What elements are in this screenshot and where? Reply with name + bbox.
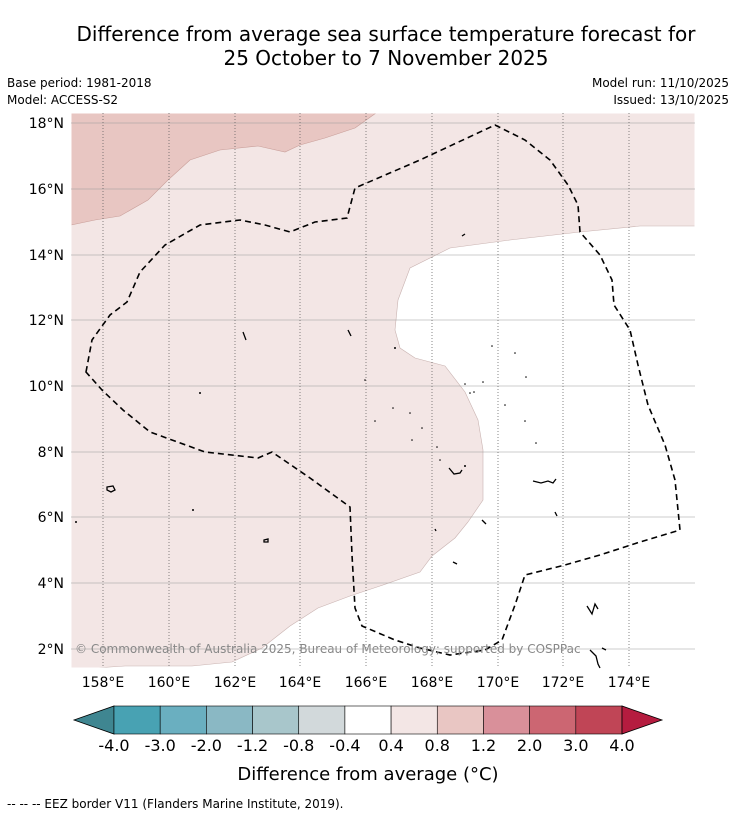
colorbar-tick-label: -0.8 — [283, 736, 314, 755]
eez-legend-footer: -- -- -- EEZ border V11 (Flanders Marine… — [7, 797, 344, 811]
map-title: Difference from average sea surface temp… — [0, 22, 736, 70]
map-frame — [70, 112, 696, 669]
islands — [106, 233, 607, 669]
colorbar-tick-label: -2.0 — [191, 736, 222, 755]
colorbar-segment — [159, 705, 207, 735]
colorbar-tick-label: 3.0 — [563, 736, 588, 755]
colorbar-tick-label: 4.0 — [609, 736, 634, 755]
anomaly-region-light — [70, 112, 696, 669]
title-line-1: Difference from average sea surface temp… — [76, 22, 696, 46]
lon-label: 160°E — [148, 675, 191, 691]
lat-label: 2°N — [38, 642, 64, 658]
lat-label: 12°N — [29, 313, 64, 329]
lat-label: 14°N — [29, 248, 64, 264]
colorbar-segment — [575, 705, 623, 735]
lat-label: 10°N — [29, 379, 64, 395]
lon-label: 172°E — [542, 675, 585, 691]
colorbar-tick-label: 1.2 — [471, 736, 496, 755]
base-period: Base period: 1981-2018 — [7, 76, 152, 90]
lat-label: 6°N — [38, 510, 64, 526]
lon-label: 162°E — [214, 675, 257, 691]
colorbar-title: Difference from average (°C) — [237, 764, 499, 785]
colorbar-tick-label: 0.4 — [378, 736, 403, 755]
colorbar-segment — [390, 705, 438, 735]
colorbar-segment — [529, 705, 577, 735]
lon-label: 168°E — [411, 675, 454, 691]
model-run: Model run: 11/10/2025 — [591, 76, 729, 90]
colorbar-segment — [483, 705, 530, 735]
colorbar-segment — [344, 705, 392, 735]
longitude-gridlines — [102, 113, 630, 668]
colorbar-segments — [113, 705, 623, 735]
lat-label: 4°N — [38, 576, 64, 592]
colorbar-segment — [113, 705, 161, 735]
meta-left: Base period: 1981-2018 Model: ACCESS-S2 — [7, 75, 152, 109]
lon-label: 158°E — [82, 675, 125, 691]
latitude-gridlines — [71, 122, 695, 650]
colorbar-tick-label: 0.8 — [425, 736, 450, 755]
latitude-labels: 18°N 16°N 14°N 12°N 10°N 8°N 6°N 4°N 2°N — [29, 116, 64, 658]
lat-label: 8°N — [38, 445, 64, 461]
colorbar-right-extension — [621, 705, 664, 735]
colorbar-tick-label: -1.2 — [237, 736, 268, 755]
copyright-text: © Commonwealth of Australia 2025, Bureau… — [75, 642, 581, 656]
lon-label: 170°E — [477, 675, 520, 691]
islets — [75, 345, 537, 523]
lon-label: 174°E — [608, 675, 651, 691]
colorbar-tick-label: -4.0 — [98, 736, 129, 755]
colorbar-tick-labels: -4.0 -3.0 -2.0 -1.2 -0.8 -0.4 0.4 0.8 1.2 2.0 3.0 4… — [98, 736, 634, 755]
model-name: Model: ACCESS-S2 — [7, 93, 119, 107]
colorbar-left-extension — [72, 705, 115, 735]
colorbar-segment — [436, 705, 484, 735]
meta-right: Model run: 11/10/2025 Issued: 13/10/2025 — [592, 75, 729, 109]
title-line-2: 25 October to 7 November 2025 — [223, 46, 549, 70]
colorbar: -4.0 -3.0 -2.0 -1.2 -0.8 -0.4 0.4 0.8 1.2 2.0 3.0 4… — [72, 705, 664, 755]
colorbar-tick-label: -0.4 — [329, 736, 360, 755]
colorbar-segment — [298, 705, 346, 735]
colorbar-tick-label: -3.0 — [145, 736, 176, 755]
issued-date: Issued: 13/10/2025 — [613, 93, 729, 107]
lon-label: 166°E — [345, 675, 388, 691]
colorbar-tick-label: 2.0 — [517, 736, 542, 755]
lat-label: 16°N — [29, 182, 64, 198]
lat-label: 18°N — [29, 116, 64, 132]
colorbar-segment — [206, 705, 253, 735]
lon-label: 164°E — [279, 675, 322, 691]
longitude-labels: 158°E 160°E 162°E 164°E 166°E 168°E 170°… — [82, 675, 651, 691]
colorbar-segment — [252, 705, 300, 735]
